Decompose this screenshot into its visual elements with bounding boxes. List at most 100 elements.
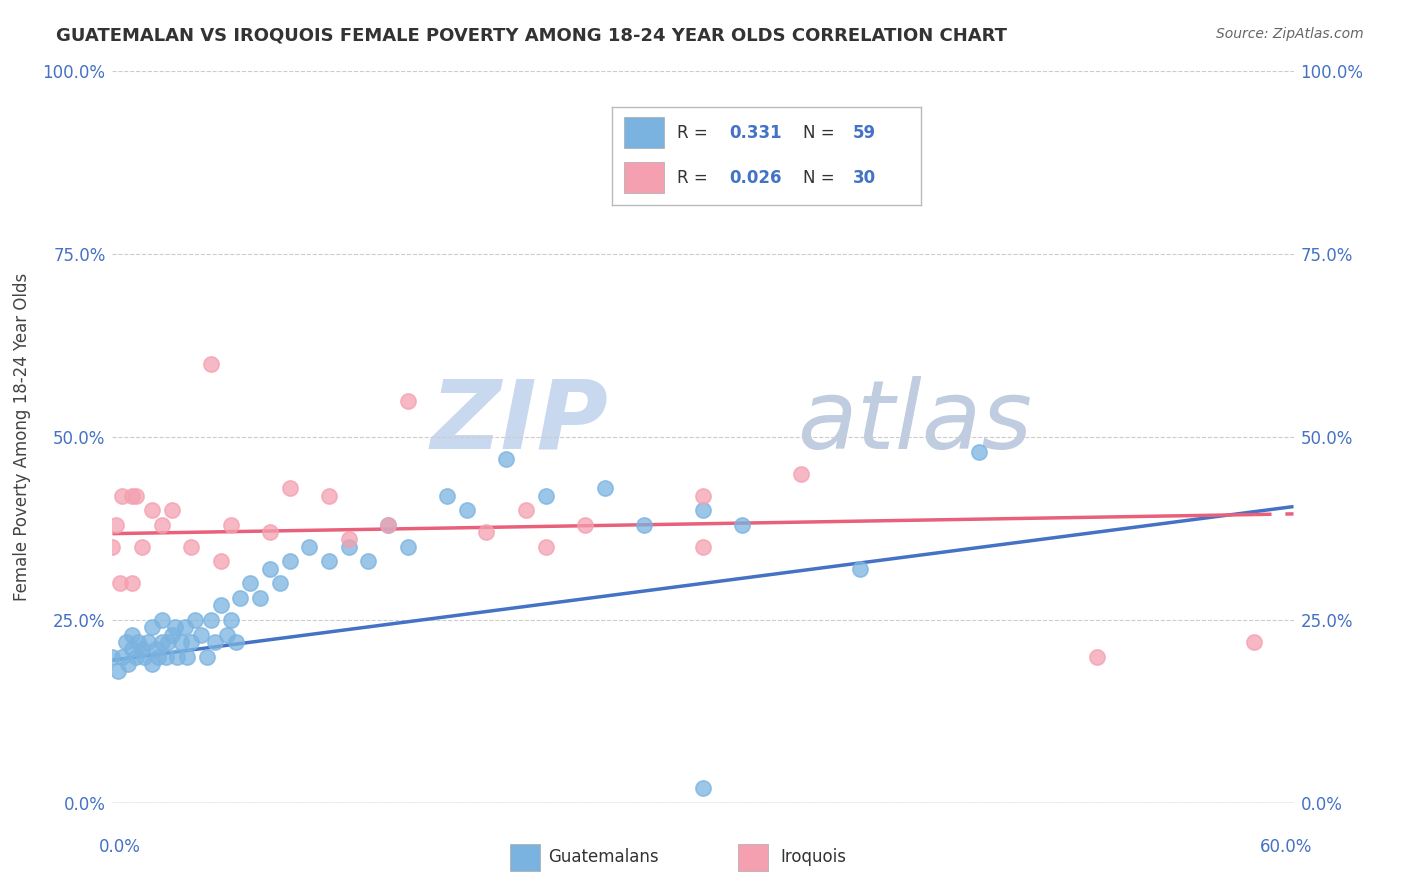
Point xyxy=(790,467,813,481)
Point xyxy=(515,503,537,517)
Point xyxy=(174,620,197,634)
Point xyxy=(121,627,143,641)
Text: 60.0%: 60.0% xyxy=(1260,838,1313,856)
Text: 59: 59 xyxy=(853,124,876,142)
Point xyxy=(574,517,596,532)
Point xyxy=(967,444,990,458)
Point xyxy=(111,489,134,503)
Point xyxy=(125,649,148,664)
Point xyxy=(534,540,557,554)
FancyBboxPatch shape xyxy=(624,117,664,148)
Point xyxy=(1243,635,1265,649)
Point xyxy=(278,481,301,495)
Text: 0.331: 0.331 xyxy=(730,124,782,142)
Point xyxy=(190,627,212,641)
Text: 30: 30 xyxy=(853,169,876,186)
Text: 0.0%: 0.0% xyxy=(98,838,141,856)
Point xyxy=(633,517,655,532)
Point xyxy=(117,657,139,671)
Point xyxy=(176,649,198,664)
Point xyxy=(180,635,202,649)
Point xyxy=(534,489,557,503)
Point xyxy=(249,591,271,605)
Point xyxy=(184,613,207,627)
Point xyxy=(593,481,616,495)
Point xyxy=(105,517,128,532)
Point xyxy=(259,525,281,540)
Point xyxy=(396,393,419,408)
Point xyxy=(150,635,173,649)
Point xyxy=(180,540,202,554)
Point xyxy=(396,540,419,554)
Point xyxy=(165,620,187,634)
Y-axis label: Female Poverty Among 18-24 Year Olds: Female Poverty Among 18-24 Year Olds xyxy=(14,273,31,601)
Point xyxy=(101,540,124,554)
Point xyxy=(357,554,380,568)
Point xyxy=(121,576,143,591)
Point xyxy=(377,517,399,532)
Point xyxy=(692,489,714,503)
Point xyxy=(219,517,242,532)
Point xyxy=(141,620,163,634)
Point xyxy=(318,554,340,568)
Point xyxy=(278,554,301,568)
Point xyxy=(1085,649,1108,664)
Text: R =: R = xyxy=(676,124,713,142)
Point xyxy=(229,591,252,605)
Point xyxy=(156,635,179,649)
Point xyxy=(111,649,134,664)
Point xyxy=(131,642,153,657)
Text: R =: R = xyxy=(676,169,713,186)
FancyBboxPatch shape xyxy=(624,162,664,194)
Point xyxy=(209,599,232,613)
Point xyxy=(155,649,177,664)
Point xyxy=(495,452,517,467)
Text: GUATEMALAN VS IROQUOIS FEMALE POVERTY AMONG 18-24 YEAR OLDS CORRELATION CHART: GUATEMALAN VS IROQUOIS FEMALE POVERTY AM… xyxy=(56,27,1007,45)
Point xyxy=(146,649,169,664)
Point xyxy=(239,576,262,591)
Text: atlas: atlas xyxy=(797,376,1032,469)
Point xyxy=(160,627,183,641)
Point xyxy=(141,503,163,517)
Point xyxy=(195,649,218,664)
Point xyxy=(436,489,458,503)
Point xyxy=(121,642,143,657)
Point xyxy=(219,613,242,627)
Point xyxy=(200,357,222,371)
Point xyxy=(145,642,167,657)
Point xyxy=(107,664,129,678)
Point xyxy=(692,503,714,517)
Point xyxy=(337,540,360,554)
Point xyxy=(170,635,193,649)
Text: ZIP: ZIP xyxy=(430,376,609,469)
Point xyxy=(150,517,173,532)
Text: Guatemalans: Guatemalans xyxy=(548,848,659,866)
Point xyxy=(141,657,163,671)
Point xyxy=(136,635,159,649)
Point xyxy=(475,525,498,540)
Point xyxy=(131,540,153,554)
Point xyxy=(337,533,360,547)
Point xyxy=(204,635,226,649)
Text: N =: N = xyxy=(803,169,841,186)
Point xyxy=(692,540,714,554)
Point xyxy=(121,489,143,503)
Point xyxy=(849,562,872,576)
Point xyxy=(150,613,173,627)
Point xyxy=(132,649,155,664)
Text: Source: ZipAtlas.com: Source: ZipAtlas.com xyxy=(1216,27,1364,41)
Point xyxy=(125,489,148,503)
Point xyxy=(115,635,138,649)
Point xyxy=(209,554,232,568)
Point xyxy=(377,517,399,532)
Point xyxy=(160,503,183,517)
Text: 0.026: 0.026 xyxy=(730,169,782,186)
Point xyxy=(731,517,754,532)
Point xyxy=(456,503,478,517)
Point xyxy=(101,649,124,664)
Bar xyxy=(738,844,768,871)
Point xyxy=(127,635,149,649)
Bar xyxy=(510,844,540,871)
Text: N =: N = xyxy=(803,124,841,142)
Point xyxy=(298,540,321,554)
